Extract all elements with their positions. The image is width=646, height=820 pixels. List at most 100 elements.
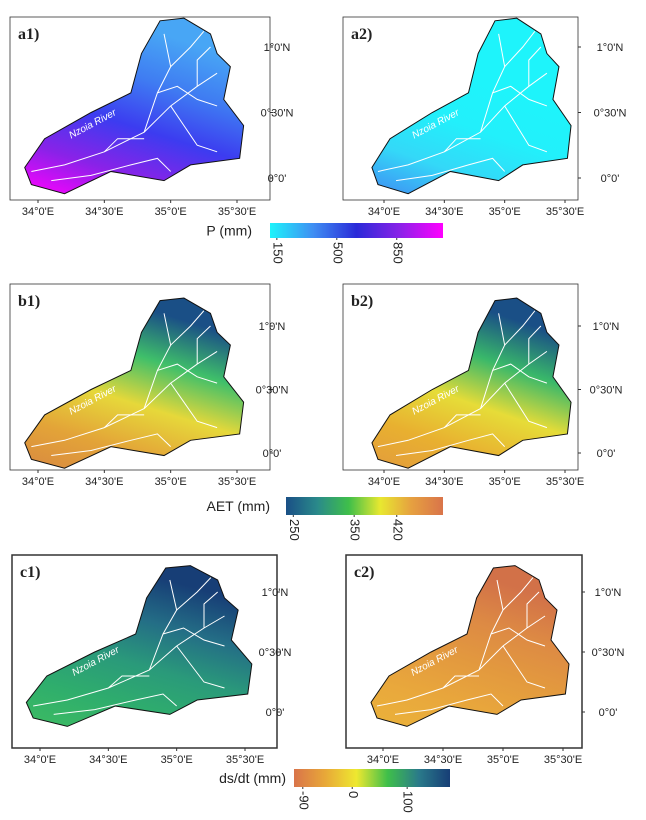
- colorbar: [286, 497, 443, 515]
- river: [504, 30, 536, 67]
- colorbar-title: AET (mm): [206, 498, 270, 514]
- panel-label: b1): [18, 293, 40, 310]
- river: [492, 85, 548, 107]
- river: [196, 325, 211, 365]
- colorbar-tick-label: 250: [287, 519, 302, 541]
- lat-tick-label: 0°30'N: [256, 385, 289, 397]
- river: [528, 325, 542, 365]
- river: [395, 433, 506, 457]
- river: [143, 33, 172, 133]
- river: [170, 310, 205, 346]
- river: [492, 363, 548, 384]
- panel-label: a1): [18, 26, 39, 43]
- river: [53, 693, 177, 715]
- lon-tick-label: 35°0'E: [489, 206, 521, 218]
- river: [504, 310, 536, 346]
- river: [51, 157, 172, 182]
- panel-label: c2): [354, 564, 374, 581]
- basin: [24, 17, 245, 195]
- lon-tick-label: 34°0'E: [24, 754, 56, 766]
- river: [157, 85, 218, 107]
- river: [395, 157, 506, 182]
- river: [170, 382, 218, 429]
- lat-tick-label: 0°30'N: [259, 647, 292, 659]
- river: [443, 414, 481, 428]
- lon-tick-label: 34°30'E: [89, 754, 127, 766]
- lon-tick-label: 35°30'E: [544, 754, 582, 766]
- river: [528, 46, 542, 87]
- colorbar-tick-label: 850: [390, 242, 405, 264]
- colorbar-title: ds/dt (mm): [219, 770, 286, 786]
- basin: [371, 297, 572, 469]
- lat-tick-label: 0°0': [601, 173, 620, 185]
- lon-tick-label: 35°30'E: [226, 754, 264, 766]
- colorbar-tick-label: 500: [330, 242, 345, 264]
- lon-tick-label: 34°0'E: [368, 206, 400, 218]
- river: [176, 645, 225, 689]
- river: [480, 313, 506, 409]
- lon-tick-label: 34°0'E: [22, 476, 54, 488]
- lon-tick-label: 35°0'E: [489, 476, 521, 488]
- basin: [25, 565, 253, 727]
- lat-tick-label: 0°30'N: [594, 108, 627, 120]
- panel-label: b2): [351, 293, 373, 310]
- lat-tick-label: 0°30'N: [592, 647, 625, 659]
- lon-tick-label: 34°0'E: [22, 206, 54, 218]
- lat-tick-label: 0°30'N: [261, 108, 294, 120]
- river: [502, 645, 546, 689]
- lat-tick-label: 1°0'N: [262, 587, 289, 599]
- lon-tick-label: 34°0'E: [367, 754, 399, 766]
- colorbar-tick-label: -90: [296, 791, 311, 810]
- river: [103, 138, 145, 153]
- river: [170, 105, 218, 153]
- lon-tick-label: 35°30'E: [218, 476, 256, 488]
- lat-tick-label: 1°0'N: [595, 587, 622, 599]
- lon-tick-label: 34°0'E: [368, 476, 400, 488]
- river: [103, 414, 145, 428]
- lat-tick-label: 0°0': [597, 448, 616, 460]
- lat-tick-label: 1°0'N: [597, 42, 624, 54]
- river: [108, 675, 150, 689]
- colorbar-tick-label: 420: [390, 519, 405, 541]
- lon-tick-label: 34°30'E: [425, 206, 463, 218]
- river: [196, 46, 211, 87]
- colorbar: [294, 769, 450, 787]
- lon-tick-label: 35°0'E: [155, 206, 187, 218]
- lat-tick-label: 0°0': [599, 707, 618, 719]
- colorbar: [270, 223, 443, 238]
- river: [203, 591, 218, 628]
- river: [442, 675, 479, 689]
- lon-tick-label: 35°30'E: [546, 206, 584, 218]
- lat-tick-label: 0°0': [268, 173, 287, 185]
- panel-label: a2): [351, 26, 372, 43]
- lon-tick-label: 34°30'E: [85, 476, 123, 488]
- river: [162, 627, 225, 647]
- lat-tick-label: 1°0'N: [593, 321, 620, 333]
- river: [480, 33, 506, 133]
- lon-tick-label: 34°30'E: [85, 206, 123, 218]
- lat-tick-label: 0°0': [263, 448, 282, 460]
- river: [143, 313, 172, 409]
- river: [504, 382, 548, 429]
- lon-tick-label: 34°30'E: [424, 754, 462, 766]
- river: [176, 577, 212, 611]
- basin: [24, 297, 245, 469]
- river: [478, 579, 504, 671]
- river: [170, 30, 205, 68]
- colorbar-title: P (mm): [206, 223, 252, 239]
- colorbar-tick-label: 150: [270, 242, 285, 264]
- lat-tick-label: 0°0': [266, 707, 285, 719]
- river: [157, 363, 218, 384]
- river: [443, 138, 481, 153]
- river: [394, 693, 504, 715]
- river: [51, 433, 172, 457]
- basin: [370, 565, 570, 727]
- lon-tick-label: 35°30'E: [546, 476, 584, 488]
- colorbar-tick-label: 0: [346, 791, 361, 798]
- colorbar-tick-label: 100: [401, 791, 416, 813]
- basin: [371, 17, 572, 195]
- lon-tick-label: 35°0'E: [155, 476, 187, 488]
- panel-label: c1): [20, 564, 40, 581]
- lat-tick-label: 1°0'N: [259, 321, 286, 333]
